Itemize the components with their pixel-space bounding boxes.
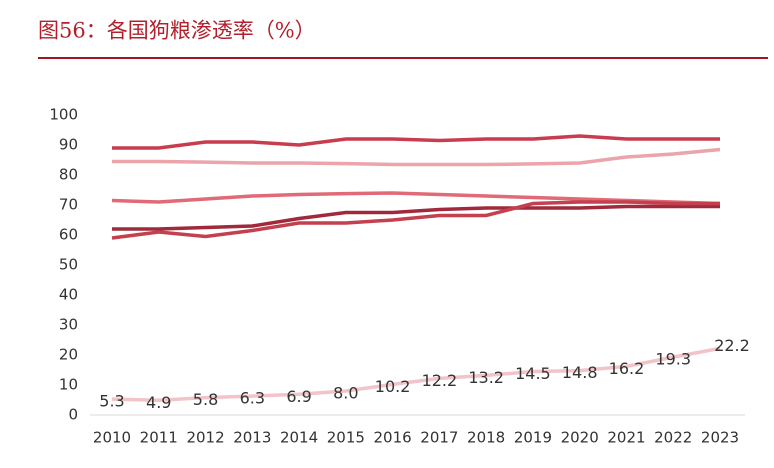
x-tick-label: 2015 bbox=[327, 429, 365, 447]
y-tick-label: 60 bbox=[59, 226, 78, 244]
x-tick-label: 2017 bbox=[420, 429, 458, 447]
data-label: 5.3 bbox=[99, 392, 124, 411]
series-line bbox=[112, 147, 721, 167]
x-tick-label: 2021 bbox=[607, 429, 645, 447]
data-label: 14.5 bbox=[515, 364, 551, 383]
y-tick-label: 40 bbox=[59, 286, 78, 304]
x-tick-label: 2012 bbox=[186, 429, 224, 447]
series-line bbox=[111, 200, 720, 240]
y-tick-label: 30 bbox=[59, 316, 78, 334]
x-tick-label: 2018 bbox=[467, 429, 505, 447]
x-tick-label: 2013 bbox=[233, 429, 271, 447]
y-tick-label: 90 bbox=[59, 136, 78, 154]
data-label: 10.2 bbox=[375, 377, 411, 396]
x-tick-label: 2016 bbox=[374, 429, 412, 447]
data-label: 6.3 bbox=[240, 389, 265, 408]
data-label: 5.8 bbox=[193, 390, 218, 409]
data-label: 6.9 bbox=[286, 387, 311, 406]
chart-title: 图56：各国狗粮渗透率（%） bbox=[38, 19, 316, 43]
x-tick-label: 2014 bbox=[280, 429, 318, 447]
data-label: 19.3 bbox=[655, 350, 691, 369]
data-label: 13.2 bbox=[468, 368, 504, 387]
series-line bbox=[112, 204, 720, 231]
series-line bbox=[112, 134, 720, 150]
y-tick-label: 10 bbox=[59, 376, 78, 394]
y-tick-label: 70 bbox=[59, 196, 78, 214]
series-line bbox=[111, 346, 721, 403]
x-tick-label: 2010 bbox=[93, 429, 131, 447]
data-label: 22.2 bbox=[714, 336, 750, 355]
data-label: 4.9 bbox=[146, 393, 171, 412]
y-tick-label: 80 bbox=[59, 166, 78, 184]
data-label: 16.2 bbox=[609, 359, 645, 378]
data-label: 14.8 bbox=[562, 363, 598, 382]
x-tick-label: 2020 bbox=[561, 429, 599, 447]
x-tick-label: 2023 bbox=[701, 429, 739, 447]
x-tick-label: 2011 bbox=[140, 429, 178, 447]
data-label: 12.2 bbox=[422, 371, 458, 390]
x-tick-label: 2019 bbox=[514, 429, 552, 447]
y-tick-label: 50 bbox=[59, 256, 78, 274]
y-tick-label: 20 bbox=[59, 346, 78, 364]
y-tick-label: 0 bbox=[68, 406, 78, 424]
data-label: 8.0 bbox=[333, 384, 358, 403]
y-tick-label: 100 bbox=[49, 106, 78, 124]
x-tick-label: 2022 bbox=[654, 429, 692, 447]
